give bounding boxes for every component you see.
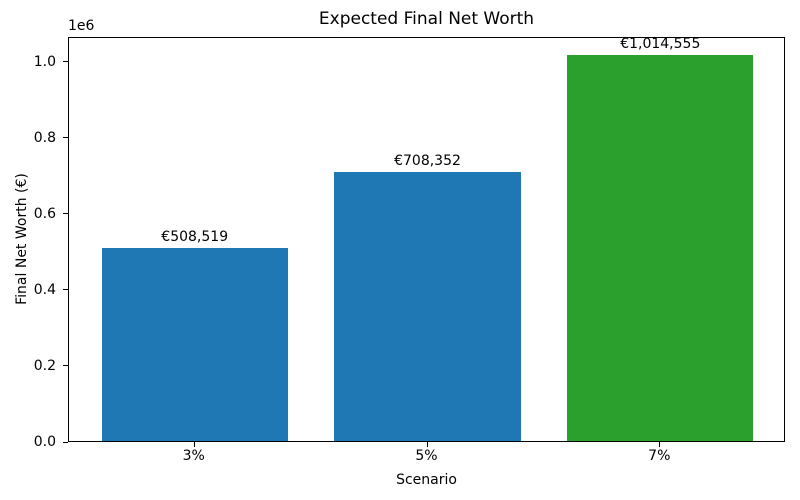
y-tick-mark bbox=[63, 441, 68, 443]
x-tick-label: 7% bbox=[648, 448, 671, 464]
x-tick-mark bbox=[426, 442, 428, 447]
x-tick-label: 5% bbox=[415, 448, 438, 464]
x-tick-label: 3% bbox=[182, 448, 205, 464]
y-tick-mark bbox=[63, 289, 68, 291]
y-tick-mark bbox=[63, 213, 68, 215]
bar-value-label: €508,519 bbox=[161, 229, 229, 245]
plot-area: €508,519 €708,352 €1,014,555 bbox=[68, 37, 785, 442]
y-tick-mark bbox=[63, 61, 68, 63]
chart-title: Expected Final Net Worth bbox=[318, 9, 535, 29]
y-tick-label: 0.0 bbox=[33, 434, 56, 450]
y-tick-label: 0.4 bbox=[33, 281, 56, 298]
y-tick-label: 0.2 bbox=[33, 357, 56, 374]
bar-5% bbox=[334, 172, 521, 441]
bar-value-label: €1,014,555 bbox=[620, 36, 701, 52]
y-axis-offset-text: 1e6 bbox=[68, 18, 95, 34]
x-tick-mark bbox=[659, 442, 661, 447]
y-tick-label: 0.8 bbox=[33, 129, 56, 146]
bar-7% bbox=[567, 55, 754, 441]
y-tick-label: 1.0 bbox=[33, 53, 56, 70]
x-axis-label: Scenario bbox=[396, 472, 457, 488]
y-tick-mark bbox=[63, 365, 68, 367]
y-tick-label: 0.6 bbox=[33, 205, 56, 222]
y-tick-mark bbox=[63, 137, 68, 139]
bar-value-label: €708,352 bbox=[394, 153, 461, 169]
x-tick-mark bbox=[193, 442, 195, 447]
bar-3% bbox=[101, 248, 288, 441]
